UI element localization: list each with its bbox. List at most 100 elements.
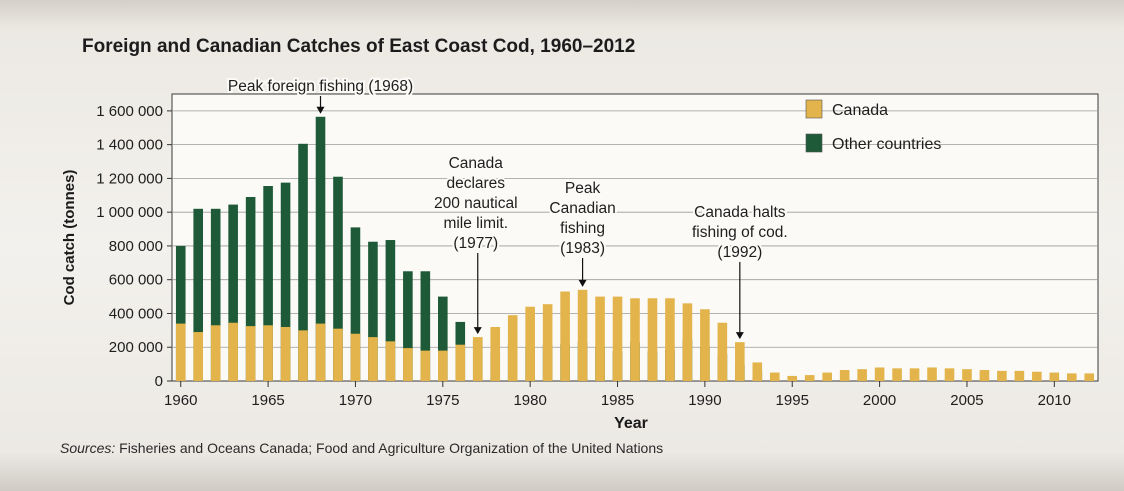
bar-canada-1997	[822, 372, 832, 381]
annotation-arrow-head	[578, 279, 587, 287]
bar-canada-2011	[1066, 373, 1077, 381]
bar-canada-1990	[700, 309, 710, 381]
annotation-line: Peak foreign fishing (1968)	[228, 78, 413, 95]
legend-swatch-1	[805, 133, 823, 153]
y-tick-label: 0	[155, 373, 163, 390]
bar-canada-1962	[210, 325, 221, 381]
bar-canada-1996	[804, 375, 815, 381]
annotation-line: mile limit.	[443, 215, 508, 232]
x-axis-title: Year	[614, 415, 648, 432]
bar-other-countries-1973	[403, 271, 413, 381]
bar-canada-1971	[368, 337, 378, 381]
annotation-line: Canada halts	[694, 204, 786, 221]
y-tick-label: 1 400 000	[96, 137, 163, 154]
bar-canada-2001	[892, 368, 902, 381]
bar-other-countries-1960	[175, 245, 186, 381]
bar-other-countries-1974	[420, 271, 431, 381]
bar-canada-2012	[1084, 373, 1095, 381]
bar-other-countries-1970	[350, 227, 361, 381]
annotation-1977: Canada declares 200 nautical mile limit. (19…	[432, 153, 520, 335]
bar-canada-2010	[1049, 372, 1060, 381]
annotation-line: 200 nautical	[434, 195, 518, 212]
annotation-line: (1992)	[717, 244, 762, 261]
annotation-1968: Peak foreign fishing (1968)	[226, 76, 415, 114]
bar-canada-1960	[175, 323, 186, 381]
y-tick-label: 200 000	[109, 339, 163, 356]
bar-canada-1995	[787, 375, 798, 381]
legend-label-0: Canada	[832, 102, 888, 119]
annotation-1992: Canada halts fishing of cod. (1992)	[690, 202, 790, 340]
bar-canada-2000	[874, 367, 885, 381]
sources-lead: Sources:	[60, 440, 116, 456]
bar-canada-1964	[245, 326, 256, 381]
annotation-1983: Peak Canadian fishing (1983)	[547, 178, 618, 287]
annotations: Peak foreign fishing (1968) Canada declare…	[226, 76, 790, 340]
bar-other-countries-1963	[228, 204, 238, 381]
bar-other-countries-1971	[368, 241, 378, 381]
annotation-line: Canadian	[549, 200, 615, 217]
bar-canada-1987	[647, 298, 658, 381]
bar-canada-1980	[525, 306, 535, 381]
y-tick-label: 1 200 000	[96, 170, 163, 187]
bar-canada-1992	[735, 342, 745, 381]
bar-canada-1986	[630, 298, 640, 381]
x-tick-label: 2000	[863, 392, 896, 409]
x-tick-label: 1980	[513, 392, 546, 409]
x-tick-label: 1995	[776, 392, 809, 409]
bar-canada-1981	[542, 304, 553, 381]
x-tick-label: 1960	[164, 392, 197, 409]
sources-note: Sources: Fisheries and Oceans Canada; Fo…	[60, 440, 663, 456]
bar-canada-1984	[595, 296, 605, 381]
bar-canada-1969	[333, 328, 343, 381]
annotation-line: (1983)	[560, 240, 605, 257]
annotation-arrow-head	[473, 327, 482, 335]
bar-canada-1989	[682, 303, 693, 381]
y-tick-label: 400 000	[109, 305, 163, 322]
bar-other-countries-1966	[280, 182, 291, 381]
bar-canada-1998	[839, 370, 850, 381]
legend-label-1: Other countries	[832, 136, 941, 153]
bar-canada-1991	[717, 322, 728, 381]
bar-canada-1975	[438, 350, 448, 381]
y-tick-label: 1 000 000	[96, 204, 163, 221]
bar-canada-1994	[769, 372, 780, 381]
bar-other-countries-1962	[210, 208, 221, 381]
bar-canada-1973	[403, 348, 413, 381]
bar-canada-1970	[350, 333, 361, 381]
bar-canada-2007	[997, 370, 1007, 381]
bar-canada-1977	[472, 337, 483, 381]
bar-canada-2006	[979, 370, 990, 381]
y-axis-title: Cod catch (tonnes)	[61, 170, 78, 306]
y-tick-label: 1 600 000	[96, 103, 163, 120]
bar-canada-2005	[962, 369, 972, 381]
bar-other-countries-1975	[438, 296, 448, 381]
bar-canada-1961	[193, 332, 204, 381]
bar-canada-1988	[665, 298, 675, 381]
bar-canada-1978	[490, 326, 501, 381]
bar-other-countries-1972	[385, 240, 396, 381]
annotation-line: fishing	[560, 220, 605, 237]
bar-canada-1976	[455, 344, 466, 381]
axes: 0 200 000 400 000 600 000 800 000 1 000 000 1 …	[61, 103, 1071, 432]
bar-other-countries-1967	[298, 143, 308, 381]
annotation-line: Peak	[565, 180, 601, 197]
bar-canada-1966	[280, 326, 291, 381]
bar-other-countries-1965	[263, 186, 273, 381]
bar-canada-1979	[507, 315, 518, 381]
bar-other-countries-1964	[245, 196, 256, 381]
bar-other-countries-1969	[333, 176, 343, 381]
bar-canada-1985	[612, 296, 623, 381]
annotation-line: Canada	[449, 155, 504, 172]
bar-canada-1965	[263, 325, 273, 381]
annotation-line: declares	[446, 175, 505, 192]
annotation-line: (1977)	[453, 235, 498, 252]
bar-canada-2009	[1032, 371, 1042, 381]
x-tick-label: 1990	[688, 392, 721, 409]
bar-canada-1968	[315, 323, 326, 381]
x-tick-label: 1970	[339, 392, 372, 409]
x-tick-label: 2005	[950, 392, 983, 409]
bar-canada-1972	[385, 341, 396, 381]
bars	[175, 116, 1095, 382]
bar-canada-1974	[420, 350, 431, 381]
